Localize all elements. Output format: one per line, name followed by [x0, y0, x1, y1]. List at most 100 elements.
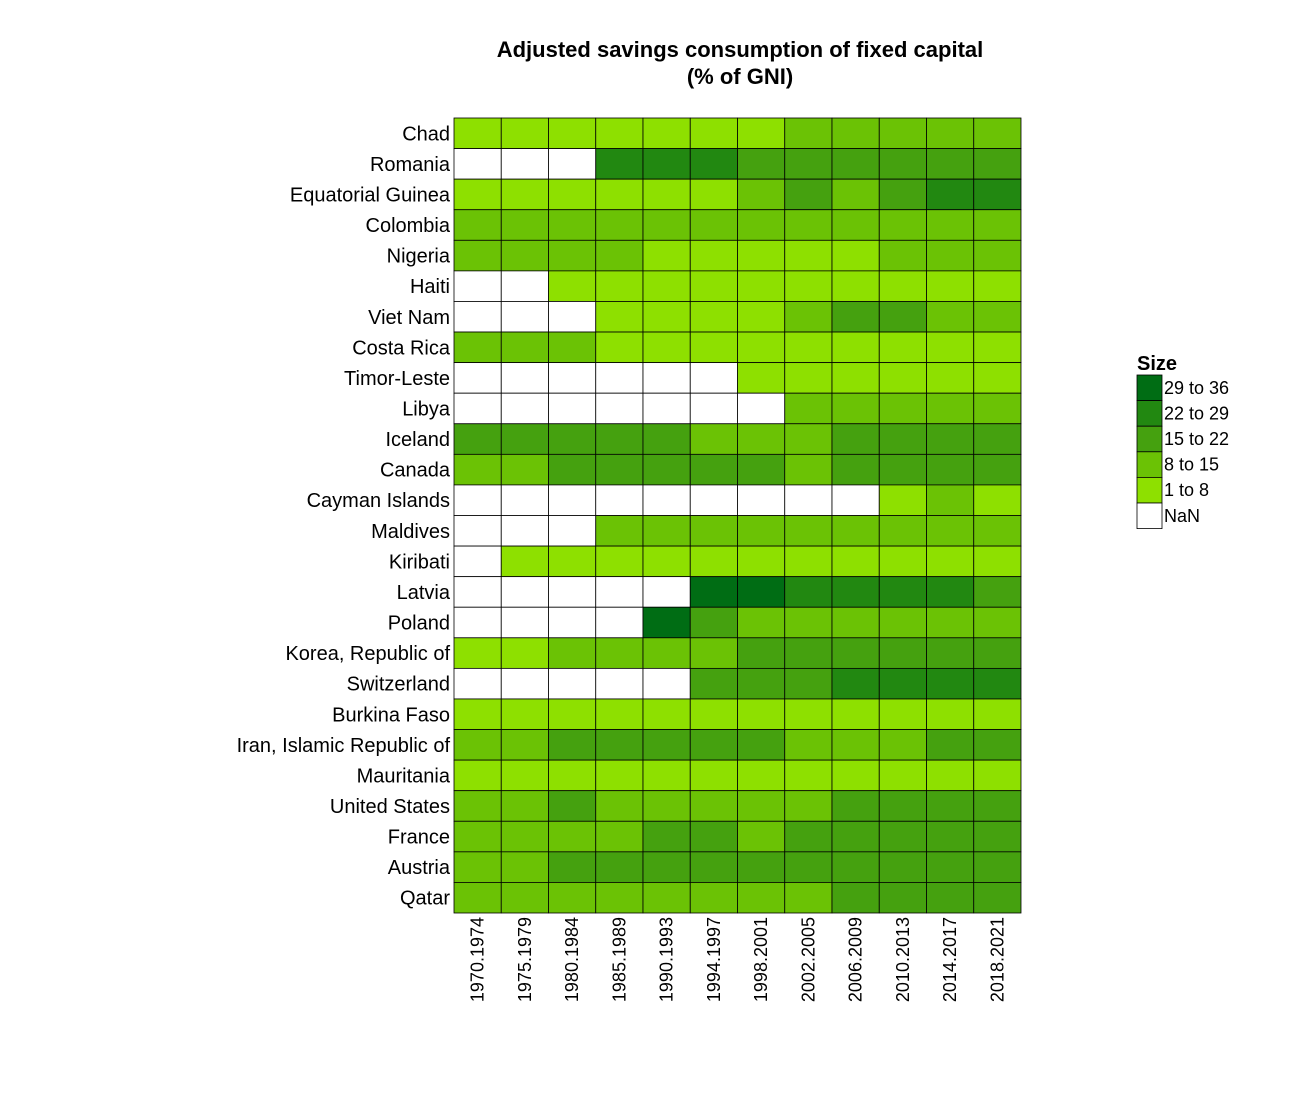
heatmap-cell [500, 178, 549, 211]
row-label: Libya [402, 398, 451, 420]
heatmap-cell [642, 270, 691, 302]
heatmap-cell [642, 698, 691, 730]
heatmap-cell [642, 576, 691, 608]
heatmap-cell [737, 576, 786, 608]
heatmap-cell [548, 148, 597, 180]
heatmap-cell [831, 331, 880, 364]
heatmap-cell [784, 209, 833, 241]
heatmap-cell [831, 148, 880, 180]
heatmap-cell [548, 178, 597, 211]
heatmap-cell [595, 545, 644, 578]
heatmap-cell [642, 790, 691, 822]
heatmap-cell [926, 667, 975, 700]
heatmap-cell [453, 178, 502, 211]
heatmap-cell [926, 698, 975, 730]
row-label: Romania [370, 154, 451, 176]
row-label: Mauritania [357, 765, 451, 787]
heatmap-cell [878, 606, 927, 639]
heatmap-cell [973, 667, 1022, 700]
row-label: Equatorial Guinea [290, 184, 451, 206]
heatmap-cell [878, 851, 927, 883]
heatmap-cell [689, 729, 738, 761]
heatmap-cell [784, 790, 833, 822]
heatmap-cell [453, 423, 502, 455]
heatmap-cell [500, 606, 549, 639]
heatmap-cell [831, 667, 880, 700]
heatmap-cell [973, 270, 1022, 302]
heatmap-cell [784, 851, 833, 883]
legend-label: 1 to 8 [1164, 480, 1209, 500]
heatmap-cell [548, 453, 597, 486]
heatmap-cell [548, 698, 597, 730]
heatmap-cell [453, 209, 502, 241]
heatmap-cell [878, 790, 927, 822]
column-label: 1975.1979 [515, 917, 535, 1002]
heatmap-cell [548, 515, 597, 547]
heatmap-cells [453, 117, 1022, 914]
legend-title: Size [1137, 353, 1177, 375]
heatmap-cell [642, 453, 691, 486]
heatmap-cell [453, 576, 502, 608]
heatmap-cell [737, 239, 786, 272]
heatmap-cell [453, 362, 502, 394]
heatmap-cell [642, 606, 691, 639]
row-label: Latvia [397, 582, 451, 604]
column-label: 1980.1984 [562, 917, 582, 1002]
heatmap-cell [548, 759, 597, 792]
legend-items: 29 to 36 22 to 29 15 to 22 8 to 15 1 to 8 NaN [1136, 374, 1229, 530]
heatmap-cell [548, 484, 597, 516]
heatmap-cell [548, 392, 597, 425]
heatmap-cell [689, 239, 738, 272]
heatmap-cell [500, 453, 549, 486]
row-label: Nigeria [387, 246, 451, 268]
heatmap-cell [548, 576, 597, 608]
row-label: Qatar [400, 888, 450, 910]
row-label: Burkina Faso [332, 704, 450, 726]
heatmap-cell [737, 178, 786, 211]
heatmap-cell [548, 423, 597, 455]
heatmap-cell [737, 148, 786, 180]
heatmap-cell [831, 759, 880, 792]
heatmap-cell [453, 117, 502, 149]
heatmap-cell [973, 423, 1022, 455]
heatmap-cell [595, 148, 644, 180]
heatmap-cell [689, 790, 738, 822]
heatmap-cell [737, 117, 786, 149]
heatmap-cell [595, 667, 644, 700]
heatmap-cell [595, 637, 644, 669]
column-label: 2010.2013 [893, 917, 913, 1002]
heatmap-cell [878, 637, 927, 669]
heatmap-cell [689, 576, 738, 608]
heatmap-cell [973, 178, 1022, 211]
heatmap-cell [831, 820, 880, 853]
heatmap-cell [831, 362, 880, 394]
heatmap-cell [878, 117, 927, 149]
heatmap-cell [784, 576, 833, 608]
heatmap-cell [500, 117, 549, 149]
heatmap-cell [737, 729, 786, 761]
row-label: France [388, 827, 450, 849]
heatmap-cell [973, 545, 1022, 578]
heatmap-cell [878, 484, 927, 516]
legend: Size 29 to 36 22 to 29 15 to 22 8 to 15 1 to… [1136, 353, 1229, 530]
heatmap-cell [548, 301, 597, 333]
heatmap-cell [831, 637, 880, 669]
heatmap-cell [689, 148, 738, 180]
heatmap-cell [926, 851, 975, 883]
heatmap-cell [973, 729, 1022, 761]
heatmap-cell [595, 576, 644, 608]
heatmap-cell [453, 790, 502, 822]
heatmap-cell [737, 698, 786, 730]
row-label: Colombia [366, 215, 451, 237]
heatmap-cell [500, 148, 549, 180]
row-label: Poland [388, 613, 450, 635]
heatmap-cell [926, 576, 975, 608]
heatmap-cell [784, 515, 833, 547]
heatmap-cell [642, 148, 691, 180]
heatmap-cell [973, 851, 1022, 883]
heatmap-cell [831, 606, 880, 639]
heatmap-cell [878, 453, 927, 486]
heatmap-cell [926, 606, 975, 639]
row-label: United States [330, 796, 450, 818]
heatmap-cell [878, 148, 927, 180]
